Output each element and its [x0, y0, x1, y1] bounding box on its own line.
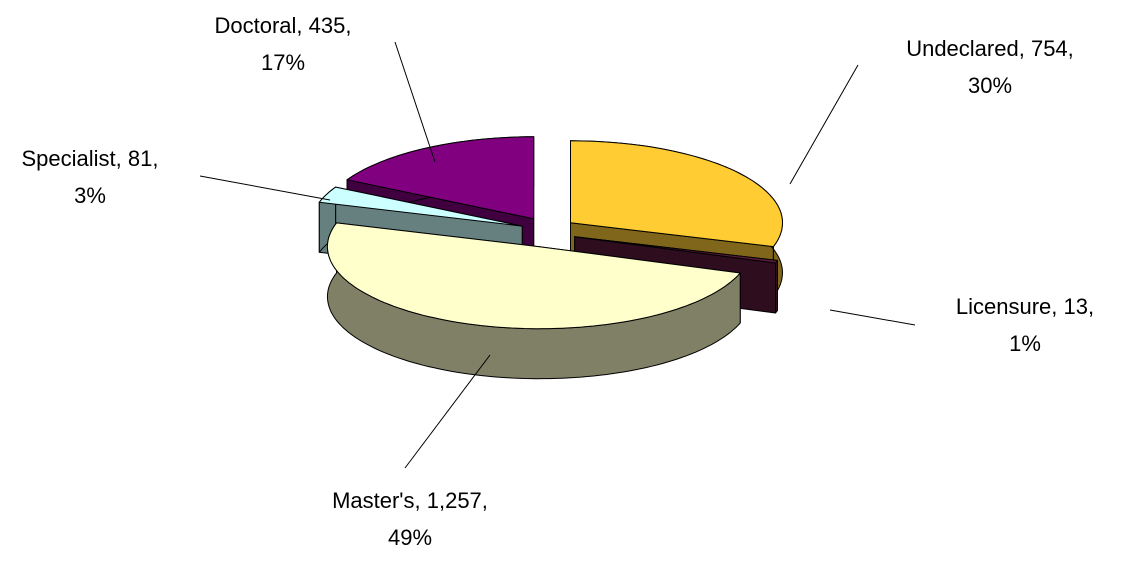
leader-line [829, 309, 916, 326]
label-part: Specialist [22, 146, 116, 171]
label-part: , [116, 146, 128, 171]
data-label: Doctoral, 435, [215, 13, 352, 38]
slice [574, 236, 778, 264]
label-part: 754 [1031, 36, 1068, 61]
leader-line [199, 175, 331, 201]
leader-line [789, 64, 859, 185]
data-label: Undeclared, 754, [906, 36, 1074, 61]
label-part: , [1019, 36, 1031, 61]
label-part: 13 [1064, 294, 1088, 319]
percent-label: 49% [388, 525, 432, 550]
label-part: , [296, 13, 308, 38]
label-part: , [152, 146, 158, 171]
label-part: , [482, 488, 488, 513]
percent-label: 1% [1009, 331, 1041, 356]
slice-wall [775, 260, 778, 314]
label-part: 1,257 [427, 488, 482, 513]
label-part: , [345, 13, 351, 38]
data-label: Specialist, 81, [22, 146, 159, 171]
slice [318, 186, 523, 227]
label-part: , [1068, 36, 1074, 61]
label-part: Doctoral [215, 13, 297, 38]
leader-line [404, 354, 491, 469]
label-part: , [1088, 294, 1094, 319]
label-part: 435 [309, 13, 346, 38]
label-part: , [415, 488, 427, 513]
slice [346, 136, 535, 220]
label-part: , [1051, 294, 1063, 319]
label-part: 81 [128, 146, 152, 171]
percent-label: 17% [261, 50, 305, 75]
label-part: Licensure [956, 294, 1051, 319]
slice [326, 222, 741, 330]
percent-label: 3% [74, 183, 106, 208]
percent-label: 30% [968, 73, 1012, 98]
label-part: Undeclared [906, 36, 1019, 61]
label-part: Master's [332, 488, 414, 513]
slice [570, 140, 783, 248]
data-label: Master's, 1,257, [332, 488, 488, 513]
data-label: Licensure, 13, [956, 294, 1094, 319]
leader-line [394, 41, 436, 163]
